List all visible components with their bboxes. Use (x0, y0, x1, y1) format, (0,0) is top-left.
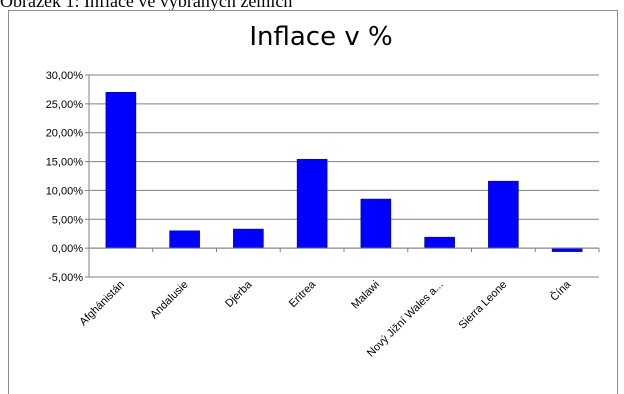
y-tick-label: 25,00% (46, 99, 84, 111)
category-label: Eritrea (287, 278, 319, 310)
y-tick-label: 5,00% (52, 214, 83, 226)
chart-area[interactable]: Inflace v % 30,00% 25,00% 20,00% 15,00% 10,0… (8, 10, 618, 394)
category-label: Afghánistán (77, 279, 127, 329)
chart-title: Inflace v % (249, 22, 392, 52)
category-label: Djerba (223, 278, 255, 310)
bar (488, 180, 519, 249)
bar (105, 92, 137, 249)
figure-caption: Obrázek 1: Inflace ve vybraných zemích (0, 0, 293, 11)
bar (169, 230, 200, 249)
y-tick-label: 0,00% (52, 243, 83, 255)
bar (360, 198, 392, 249)
bars (105, 92, 583, 252)
bar (296, 158, 328, 249)
bar (424, 236, 455, 249)
y-tick-label: 10,00% (46, 185, 84, 197)
category-label: Andalusie (148, 279, 191, 322)
y-tick-label: 30,00% (46, 70, 84, 82)
category-label: Čína (548, 277, 574, 303)
axes (88, 75, 600, 277)
category-labels: Afghánistán Andalusie Djerba Eritrea MalawiN… (77, 277, 573, 359)
bar (233, 228, 264, 249)
y-tick-label: 20,00% (46, 128, 84, 140)
y-axis-ticks: 30,00% 25,00% 20,00% 15,00% 10,00% 5,00% 0,00%… (46, 70, 89, 284)
bar-chart: Inflace v % 30,00% 25,00% 20,00% 15,00% 10,0… (46, 22, 600, 359)
y-tick-label: -5,00% (48, 272, 83, 284)
category-label: Malawi (349, 279, 382, 312)
category-label: Sierra Leone (456, 279, 509, 332)
bar (551, 247, 583, 252)
gridlines (89, 74, 599, 278)
y-tick-label: 15,00% (46, 157, 84, 169)
